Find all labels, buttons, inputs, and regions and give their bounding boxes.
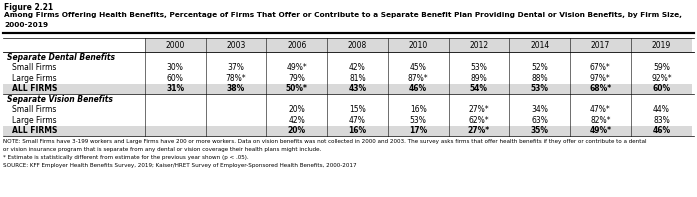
Text: 68%*: 68%* [589,84,611,93]
Text: 16%: 16% [410,105,427,114]
Text: 79%: 79% [289,74,305,83]
Text: 53%: 53% [410,116,427,125]
Text: 78%*: 78%* [226,74,246,83]
Text: 27%*: 27%* [468,126,490,135]
Text: or vision insurance program that is separate from any dental or vision coverage : or vision insurance program that is sepa… [3,147,322,151]
Text: 2014: 2014 [530,41,549,49]
FancyBboxPatch shape [327,38,388,52]
Text: Large Firms: Large Firms [12,116,56,125]
Text: 59%: 59% [653,63,670,72]
Text: 53%: 53% [530,84,549,93]
Text: 2003: 2003 [227,41,246,49]
Text: 43%: 43% [348,84,367,93]
Text: ALL FIRMS: ALL FIRMS [12,84,57,93]
Text: NOTE: Small Firms have 3-199 workers and Large Firms have 200 or more workers. D: NOTE: Small Firms have 3-199 workers and… [3,139,647,144]
FancyBboxPatch shape [3,125,692,136]
Text: 2012: 2012 [469,41,489,49]
Text: 16%: 16% [348,126,367,135]
Text: 92%*: 92%* [651,74,672,83]
Text: Separate Dental Benefits: Separate Dental Benefits [7,53,115,62]
Text: Small Firms: Small Firms [12,63,56,72]
Text: 42%: 42% [289,116,305,125]
Text: 44%: 44% [653,105,670,114]
Text: 47%*: 47%* [590,105,611,114]
FancyBboxPatch shape [388,38,449,52]
Text: 46%: 46% [409,84,427,93]
FancyBboxPatch shape [3,84,692,94]
Text: 31%: 31% [167,84,185,93]
Text: 2019: 2019 [652,41,671,49]
Text: Figure 2.21: Figure 2.21 [4,3,53,12]
Text: 2006: 2006 [287,41,307,49]
Text: 2000-2019: 2000-2019 [4,22,48,28]
Text: 20%: 20% [289,105,305,114]
Text: 2017: 2017 [591,41,610,49]
Text: 15%: 15% [349,105,366,114]
Text: 42%: 42% [349,63,366,72]
Text: 38%: 38% [227,84,245,93]
Text: 34%: 34% [531,105,548,114]
Text: 60%: 60% [167,74,184,83]
Text: 2008: 2008 [348,41,367,49]
FancyBboxPatch shape [510,38,570,52]
Text: 35%: 35% [530,126,549,135]
Text: 49%*: 49%* [286,63,307,72]
Text: 60%: 60% [652,84,671,93]
Text: 45%: 45% [410,63,427,72]
Text: 83%: 83% [653,116,670,125]
Text: 17%: 17% [409,126,427,135]
Text: Among Firms Offering Health Benefits, Percentage of Firms That Offer or Contribu: Among Firms Offering Health Benefits, Pe… [4,12,682,18]
Text: 47%: 47% [349,116,366,125]
Text: 30%: 30% [167,63,184,72]
FancyBboxPatch shape [631,38,692,52]
FancyBboxPatch shape [449,38,510,52]
Text: 52%: 52% [531,63,548,72]
FancyBboxPatch shape [266,38,327,52]
Text: 2000: 2000 [166,41,185,49]
Text: 97%*: 97%* [590,74,611,83]
Text: 62%*: 62%* [468,116,489,125]
Text: 46%: 46% [652,126,671,135]
Text: Large Firms: Large Firms [12,74,56,83]
Text: 50%*: 50%* [286,84,307,93]
Text: 27%*: 27%* [468,105,489,114]
Text: 63%: 63% [531,116,548,125]
Text: 89%: 89% [470,74,487,83]
Text: 37%: 37% [228,63,245,72]
Text: 87%*: 87%* [408,74,429,83]
Text: Separate Vision Benefits: Separate Vision Benefits [7,95,113,104]
Text: 2010: 2010 [408,41,428,49]
Text: SOURCE: KFF Employer Health Benefits Survey, 2019; Kaiser/HRET Survey of Employe: SOURCE: KFF Employer Health Benefits Sur… [3,163,357,167]
Text: 49%*: 49%* [590,126,611,135]
Text: * Estimate is statistically different from estimate for the previous year shown : * Estimate is statistically different fr… [3,155,249,160]
FancyBboxPatch shape [570,38,631,52]
Text: 67%*: 67%* [590,63,611,72]
Text: 88%: 88% [531,74,548,83]
Text: 81%: 81% [349,74,366,83]
Text: 20%: 20% [288,126,306,135]
Text: 53%: 53% [470,63,487,72]
FancyBboxPatch shape [145,38,206,52]
FancyBboxPatch shape [206,38,266,52]
Text: Small Firms: Small Firms [12,105,56,114]
Text: ALL FIRMS: ALL FIRMS [12,126,57,135]
Text: 54%: 54% [470,84,488,93]
Text: 82%*: 82%* [590,116,611,125]
